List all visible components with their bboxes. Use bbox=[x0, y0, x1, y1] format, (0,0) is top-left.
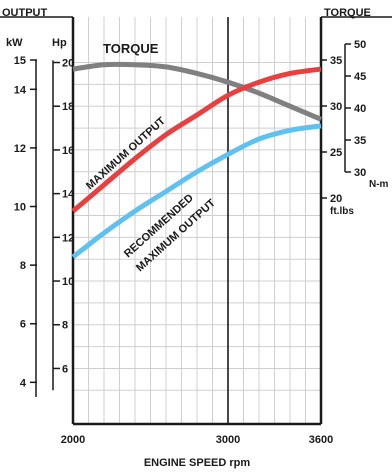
hp-tick-label: 14 bbox=[62, 189, 75, 201]
torque-series-label: TORQUE bbox=[103, 41, 159, 56]
output-axis-title: OUTPUT bbox=[2, 7, 48, 19]
x-tick-label: 3600 bbox=[309, 434, 333, 446]
x-tick-label: 2000 bbox=[61, 434, 85, 446]
plot-frame bbox=[0, 16, 392, 426]
maximum-output-line bbox=[71, 66, 322, 214]
ftlbs-tick-label: 25 bbox=[330, 147, 342, 159]
nm-axis-label: N-m bbox=[369, 179, 389, 190]
hp-tick-label: 20 bbox=[62, 58, 74, 70]
hp-tick-label: 10 bbox=[62, 276, 74, 288]
maximum-output-series-label: MAXIMUM OUTPUT bbox=[84, 115, 168, 192]
hp-tick-label: 12 bbox=[62, 232, 74, 244]
x-axis-label: ENGINE SPEED rpm bbox=[144, 457, 251, 469]
nm-tick-label: 35 bbox=[354, 135, 366, 147]
kw-tick-label: 12 bbox=[14, 143, 26, 155]
axes: 4 6 8 10 12 14 15 6 8 10 12 14 16 18 20 30 35 40 45 50 20 25 3… bbox=[14, 39, 367, 446]
series-lines bbox=[71, 61, 322, 259]
kw-tick-label: 15 bbox=[14, 55, 26, 67]
kw-tick-label: 6 bbox=[20, 319, 26, 331]
torque-axis-title: TORQUE bbox=[324, 7, 371, 19]
ftlbs-tick-label: 20 bbox=[330, 193, 342, 205]
nm-tick-label: 30 bbox=[354, 167, 366, 179]
kw-tick-label: 8 bbox=[20, 260, 26, 272]
nm-tick-label: 45 bbox=[354, 71, 366, 83]
nm-tick-label: 40 bbox=[354, 103, 366, 115]
hp-tick-label: 8 bbox=[62, 320, 68, 332]
hp-axis-label: Hp bbox=[52, 37, 67, 49]
kw-tick-label: 4 bbox=[20, 377, 27, 389]
hp-tick-label: 18 bbox=[62, 101, 74, 113]
ftlbs-tick-label: 30 bbox=[330, 101, 342, 113]
torque-line bbox=[72, 61, 322, 122]
nm-tick-label: 50 bbox=[354, 39, 366, 51]
recommended-maximum-output-line bbox=[71, 123, 322, 259]
ftlbs-tick-label: 35 bbox=[330, 55, 342, 67]
kw-tick-label: 14 bbox=[14, 84, 27, 96]
kw-tick-label: 10 bbox=[14, 202, 26, 214]
ftlbs-axis-label: ft.lbs bbox=[330, 206, 354, 217]
kw-axis-label: kW bbox=[6, 37, 23, 49]
hp-tick-label: 16 bbox=[62, 145, 74, 157]
hp-tick-label: 6 bbox=[62, 363, 68, 375]
x-tick-label: 3000 bbox=[216, 434, 240, 446]
